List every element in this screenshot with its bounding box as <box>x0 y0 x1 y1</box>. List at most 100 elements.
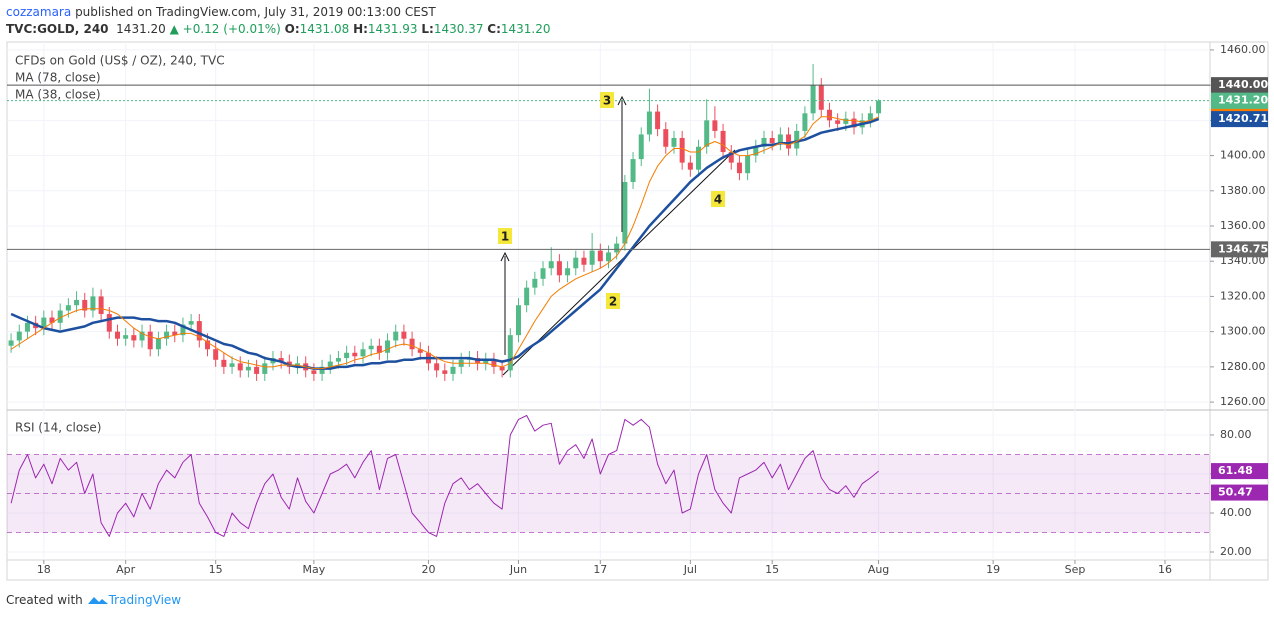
symbol: TVC:GOLD, 240 <box>6 22 109 36</box>
price-marker-label: 1420.71 <box>1218 112 1268 125</box>
price-marker <box>1211 111 1268 128</box>
candle-body <box>114 331 120 339</box>
candle-body <box>237 363 243 371</box>
candle-body <box>794 130 800 149</box>
quote-line: TVC:GOLD, 240 1431.20 ▲ +0.12 (+0.01%) O… <box>6 21 551 38</box>
candle-body <box>254 366 260 374</box>
change: ▲ +0.12 (+0.01%) <box>169 22 281 36</box>
ma-legend: MA (78, close) <box>15 71 101 85</box>
candle-body <box>745 155 751 174</box>
chart-title: CFDs on Gold (US$ / OZ), 240, TVC <box>15 54 225 68</box>
candle-body <box>65 305 71 311</box>
price-marker-label: 1440.00 <box>1218 78 1268 91</box>
x-tick-label: Jun <box>509 563 527 576</box>
price-marker-label: 1431.20 <box>1218 94 1268 107</box>
candle-body <box>532 278 538 288</box>
candle-body <box>376 345 382 353</box>
candle-body <box>573 257 579 269</box>
candle-body <box>327 361 333 367</box>
x-tick-label: 15 <box>765 563 779 576</box>
candle-body <box>663 129 669 147</box>
candle-body <box>164 331 170 339</box>
candle-body <box>589 250 595 265</box>
candle-body <box>524 287 530 306</box>
header: cozzamara published on TradingView.com, … <box>6 4 551 38</box>
arrow-head <box>500 251 510 262</box>
candle-body <box>753 146 759 156</box>
candle-body <box>245 366 251 371</box>
candle-body <box>229 363 235 367</box>
candle-body <box>679 137 685 163</box>
candle-body <box>802 113 808 131</box>
h-key: H: <box>353 22 368 36</box>
y-tick-label: 1400.00 <box>1220 149 1266 162</box>
candle-body <box>180 324 186 336</box>
ma-line <box>10 116 879 370</box>
candle-body <box>417 349 423 353</box>
arrow-head <box>617 95 627 106</box>
candle-body <box>57 310 63 323</box>
l-val: 1430.37 <box>433 22 484 36</box>
candle-body <box>581 257 587 265</box>
candle-body <box>393 331 399 341</box>
price-marker-label: 61.48 <box>1218 464 1253 477</box>
h-val: 1431.93 <box>367 22 418 36</box>
candle-body <box>597 250 603 262</box>
candle-body <box>82 299 88 311</box>
candle-body <box>704 120 710 147</box>
candle-body <box>49 317 55 323</box>
candle-body <box>24 322 30 332</box>
logo <box>87 597 108 604</box>
frame <box>6 41 1269 581</box>
candle-body <box>696 146 702 170</box>
annotation: 4 <box>714 193 722 207</box>
y-tick-label: 20.00 <box>1220 545 1252 558</box>
candle-body <box>540 268 546 279</box>
candle-body <box>851 118 857 128</box>
last: 1431.20 <box>116 22 166 36</box>
candle-body <box>507 335 513 371</box>
o-val: 1431.08 <box>299 22 350 36</box>
x-tick-label: 18 <box>37 563 51 576</box>
y-tick-label: 1260.00 <box>1220 395 1266 408</box>
candle-body <box>655 111 661 130</box>
candle-body <box>98 296 104 315</box>
candle-body <box>606 252 611 262</box>
candle-body <box>106 314 112 332</box>
author[interactable]: cozzamara <box>6 5 72 19</box>
price-marker-label: 50.47 <box>1218 486 1253 499</box>
brand[interactable]: TradingView <box>108 593 182 607</box>
candle-body <box>41 317 47 329</box>
candle-body <box>826 109 832 121</box>
candle-body <box>8 340 14 346</box>
chart: CFDs on Gold (US$ / OZ), 240, TVC MA (78… <box>6 41 1269 581</box>
rsi-legend: RSI (14, close) <box>15 421 101 435</box>
plot-back <box>7 42 1210 560</box>
drawings <box>500 95 736 376</box>
x-tick-label: Jul <box>683 563 697 576</box>
candle-body <box>368 345 374 350</box>
candle-body <box>867 113 873 121</box>
trend-line <box>502 149 736 376</box>
ma-legend: MA (38, close) <box>15 88 101 102</box>
candle-body <box>450 366 456 374</box>
logo-shape <box>87 597 108 604</box>
candle-body <box>352 352 358 357</box>
candle-body <box>311 370 317 374</box>
candle-body <box>843 118 849 124</box>
candle-body <box>16 331 22 341</box>
x-tick-label: May <box>303 563 326 576</box>
annotation-box <box>711 191 725 207</box>
candle-body <box>777 134 783 144</box>
candle-body <box>761 137 767 147</box>
annotation-box <box>498 228 512 244</box>
price-marker-label: 1346.75 <box>1218 242 1268 255</box>
candle-body <box>810 85 816 114</box>
candle-body <box>213 349 219 360</box>
candle-body <box>344 352 350 359</box>
candle-body <box>548 261 554 269</box>
x-tick-label: 20 <box>421 563 435 576</box>
candle-body <box>728 152 734 163</box>
candle-body <box>720 130 726 153</box>
